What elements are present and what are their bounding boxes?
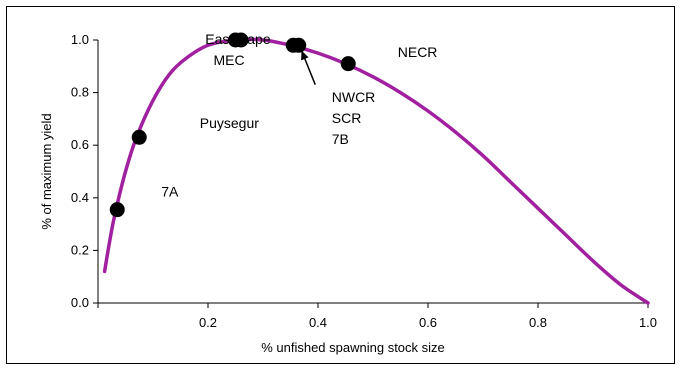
y-tick-labels: 0.0 0.2 0.4 0.6 0.8 1.0 bbox=[71, 32, 89, 310]
annotation-label: NECR bbox=[398, 44, 438, 60]
x-tick-label: 0.8 bbox=[529, 315, 547, 330]
curve-layer bbox=[102, 37, 650, 305]
data-point bbox=[291, 37, 307, 53]
data-point bbox=[131, 129, 147, 145]
x-tick-label: 0.2 bbox=[199, 315, 217, 330]
x-tick-labels: 0.2 0.4 0.6 0.8 1.0 bbox=[199, 315, 657, 330]
yield-curve bbox=[102, 37, 650, 305]
arrow-head bbox=[301, 50, 309, 61]
y-tick-label: 0.2 bbox=[71, 242, 89, 257]
annotation-label: 7B bbox=[332, 131, 349, 147]
annotation-label: NWCR bbox=[332, 89, 376, 105]
y-tick-label: 0.6 bbox=[71, 137, 89, 152]
y-tick-label: 1.0 bbox=[71, 32, 89, 47]
x-tick-label: 0.6 bbox=[419, 315, 437, 330]
annotation-label: SCR bbox=[332, 110, 362, 126]
annotation-label: Puysegur bbox=[200, 115, 259, 131]
annotation-label: East Cape bbox=[205, 31, 271, 47]
x-axis-label: % unfished spawning stock size bbox=[261, 340, 445, 355]
x-tick-label: 1.0 bbox=[639, 315, 657, 330]
annotations: East Cape MEC Puysegur 7A NWCR SCR 7B NECR bbox=[161, 31, 437, 200]
data-points bbox=[109, 32, 356, 218]
annotation-label: 7A bbox=[161, 183, 179, 199]
data-point bbox=[340, 56, 356, 72]
y-axis-label: % of maximum yield bbox=[39, 113, 54, 229]
axes bbox=[93, 39, 649, 308]
annotation-label: MEC bbox=[214, 52, 245, 68]
data-point bbox=[233, 32, 249, 48]
y-tick-label: 0.4 bbox=[71, 190, 89, 205]
y-tick-label: 0.0 bbox=[71, 295, 89, 310]
x-tick-label: 0.4 bbox=[309, 315, 327, 330]
y-tick-label: 0.8 bbox=[71, 85, 89, 100]
chart-frame bbox=[6, 6, 675, 364]
data-point bbox=[109, 202, 125, 218]
